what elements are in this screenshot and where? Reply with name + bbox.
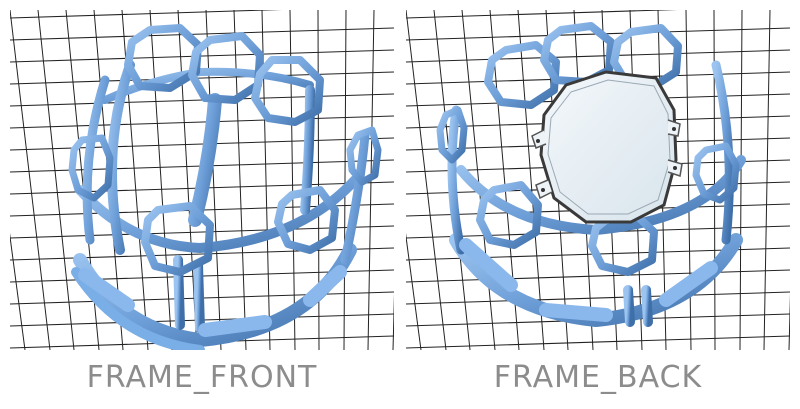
frame-front-caption: FRAME_FRONT [10, 360, 394, 395]
frame-front-model [72, 28, 378, 350]
frame-back-caption: FRAME_BACK [406, 360, 790, 395]
frame-front-render [10, 10, 394, 350]
display-panel [532, 72, 682, 222]
frame-back-svg [406, 10, 790, 350]
frame-front-svg [10, 10, 394, 350]
frame-back-render [406, 10, 790, 350]
